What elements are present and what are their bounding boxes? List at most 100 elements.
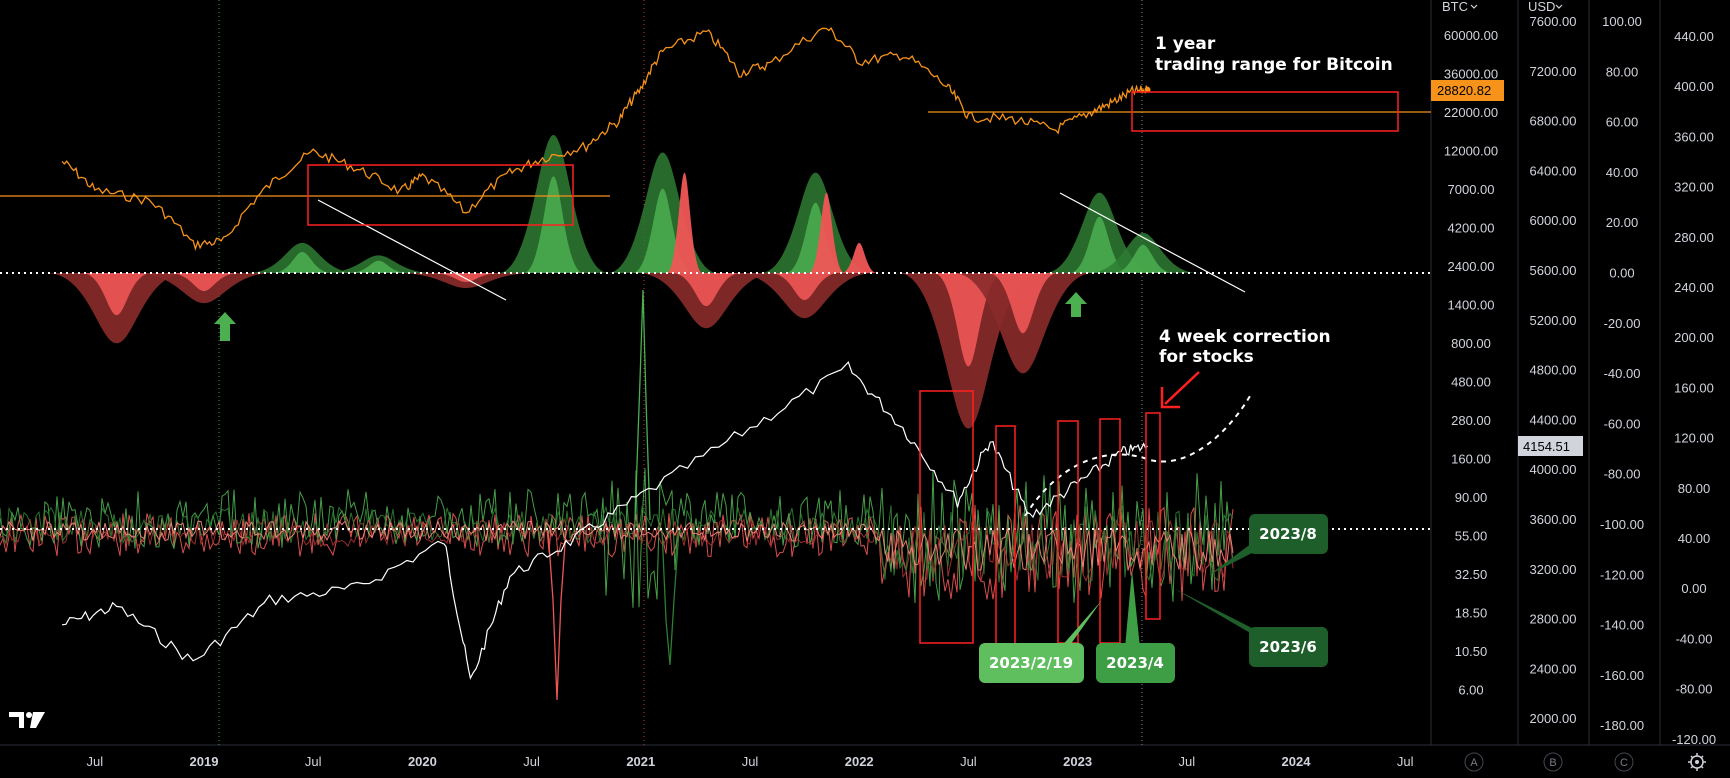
scale-tick-label: -60.00 bbox=[1604, 416, 1641, 431]
scale-tick-label: 6800.00 bbox=[1530, 114, 1577, 129]
scale-tick-label: 280.00 bbox=[1674, 230, 1714, 245]
btc-last-price-tag bbox=[1431, 80, 1504, 101]
time-axis: Jul 2019 Jul 2020 Jul 2021 Jul 2022 Jul 2023 Jul 20… bbox=[86, 754, 1413, 769]
time-axis-tick: Jul bbox=[742, 754, 759, 769]
green-up-arrow-icon bbox=[214, 312, 236, 341]
scale-tick-label: 240.00 bbox=[1674, 280, 1714, 295]
scale-tick-label: 20.00 bbox=[1606, 215, 1639, 230]
momentum-spike-down bbox=[661, 529, 680, 666]
annotation-stocks-line2: for stocks bbox=[1159, 347, 1254, 367]
momentum-line bbox=[0, 505, 1234, 584]
scale-button-b[interactable]: B bbox=[1543, 752, 1563, 772]
oscillator-green-area bbox=[272, 251, 333, 273]
scale-tick-label: 40.00 bbox=[1678, 531, 1711, 546]
time-axis-tick: Jul bbox=[1178, 754, 1195, 769]
secondary-oscillator-scale[interactable]: 440.00 400.00 360.00 320.00 280.00 240.00 200.… bbox=[1672, 29, 1716, 778]
scale-button-a[interactable]: A bbox=[1464, 752, 1484, 772]
scale-tick-label: 5200.00 bbox=[1530, 313, 1577, 328]
scale-tick-label: 440.00 bbox=[1674, 29, 1714, 44]
scale-tick-label: 2400.00 bbox=[1530, 661, 1577, 676]
momentum-line bbox=[0, 468, 1234, 608]
chevron-down-icon bbox=[1555, 4, 1563, 9]
oscillator-green-area bbox=[1113, 244, 1174, 273]
scale-tick-label: 160.00 bbox=[1451, 452, 1491, 467]
scale-tick-label: 7000.00 bbox=[1448, 182, 1495, 197]
scale-tick-label: -80.00 bbox=[1604, 467, 1641, 482]
correction-box-1 bbox=[919, 390, 974, 644]
scale-tick-label: 2800.00 bbox=[1530, 612, 1577, 627]
scale-tick-label: 60000.00 bbox=[1444, 28, 1498, 43]
spx-last-price-tag bbox=[1518, 436, 1583, 456]
scale-tick-label: 10.50 bbox=[1455, 644, 1488, 659]
scale-tick-label: -160.00 bbox=[1600, 668, 1644, 683]
btc-price-line bbox=[61, 26, 1149, 252]
btc-scale-header[interactable]: BTC bbox=[1442, 0, 1468, 14]
range-box-2019 bbox=[307, 164, 574, 226]
btc-last-price: 28820.82 bbox=[1437, 83, 1491, 98]
correction-box-5 bbox=[1145, 412, 1161, 620]
callout-2023-4: 2023/4 bbox=[1096, 570, 1175, 683]
scale-tick-label: 200.00 bbox=[1674, 330, 1714, 345]
scale-tick-label: 120.00 bbox=[1674, 431, 1714, 446]
settings-gear-icon[interactable] bbox=[1688, 753, 1706, 771]
scale-tick-label: -80.00 bbox=[1676, 682, 1713, 697]
green-up-arrow-icon bbox=[1065, 292, 1087, 317]
callout-label: 2023/6 bbox=[1259, 638, 1317, 656]
red-arrow-shaft bbox=[1164, 371, 1200, 405]
scale-tick-label: 0.00 bbox=[1609, 266, 1634, 281]
scale-tick-label: -180.00 bbox=[1600, 718, 1644, 733]
scale-tick-label: 3200.00 bbox=[1530, 562, 1577, 577]
scale-tick-label: 100.00 bbox=[1602, 14, 1642, 29]
red-arrow-icon bbox=[1160, 387, 1180, 409]
tradingview-logo-icon[interactable] bbox=[9, 712, 45, 728]
scale-tick-label: 4200.00 bbox=[1448, 221, 1495, 236]
scale-tick-label: 55.00 bbox=[1455, 529, 1488, 544]
scale-tick-label: 360.00 bbox=[1674, 129, 1714, 144]
scale-tick-label: 5600.00 bbox=[1530, 263, 1577, 278]
momentum-lines-layer bbox=[0, 289, 1234, 701]
svg-text:C: C bbox=[1620, 757, 1628, 769]
trendline-2019 bbox=[317, 199, 507, 301]
oscillator-scale[interactable]: 100.00 80.00 60.00 40.00 20.00 0.00 -20.00 -40.… bbox=[1600, 14, 1644, 733]
scale-tick-label: 4800.00 bbox=[1530, 363, 1577, 378]
usd-price-scale[interactable]: 7600.00 7200.00 6800.00 6400.00 6000.00 5600.… bbox=[1530, 14, 1577, 726]
scale-tick-label: 320.00 bbox=[1674, 180, 1714, 195]
scale-tick-label: 7600.00 bbox=[1530, 14, 1577, 29]
scale-tick-label: 60.00 bbox=[1606, 115, 1639, 130]
scale-tick-label: 800.00 bbox=[1451, 336, 1491, 351]
scale-tick-label: 2400.00 bbox=[1448, 259, 1495, 274]
scale-tick-label: -40.00 bbox=[1676, 631, 1713, 646]
scale-button-c[interactable]: C bbox=[1614, 752, 1634, 772]
oscillator-red-area bbox=[169, 273, 239, 292]
scale-tick-label: -20.00 bbox=[1604, 316, 1641, 331]
scale-tick-label: 90.00 bbox=[1455, 490, 1488, 505]
oscillator-red-spike bbox=[808, 192, 845, 273]
oscillator-red-area bbox=[671, 273, 742, 307]
callout-2023-8: 2023/8 bbox=[1209, 514, 1328, 575]
scale-tick-label: 32.50 bbox=[1455, 567, 1488, 582]
price-series-layer bbox=[61, 26, 1151, 680]
callout-label: 2023/4 bbox=[1106, 654, 1164, 672]
annotation-btc-range-line2: trading range for Bitcoin bbox=[1155, 55, 1393, 75]
momentum-spike-down bbox=[547, 529, 567, 701]
time-axis-tick: Jul bbox=[305, 754, 322, 769]
scale-tick-label: 6400.00 bbox=[1530, 163, 1577, 178]
scale-tick-label: 480.00 bbox=[1451, 375, 1491, 390]
range-box-2023 bbox=[1131, 91, 1399, 132]
oscillator-green-area bbox=[1069, 216, 1130, 273]
momentum-line bbox=[0, 519, 1234, 572]
annotation-stocks-line1: 4 week correction bbox=[1159, 327, 1331, 347]
scale-tick-label: 12000.00 bbox=[1444, 144, 1498, 159]
oscillator-layer bbox=[46, 134, 1199, 429]
scale-tick-label: 40.00 bbox=[1606, 165, 1639, 180]
scale-tick-label: 18.50 bbox=[1455, 606, 1488, 621]
scale-tick-label: 80.00 bbox=[1678, 481, 1711, 496]
time-axis-tick: 2021 bbox=[626, 754, 655, 769]
oscillator-red-area bbox=[81, 273, 152, 316]
btc-price-scale[interactable]: 60000.00 36000.00 22000.00 12000.00 7000.00 4… bbox=[1444, 28, 1498, 698]
oscillator-green-area bbox=[348, 260, 409, 273]
callout-2023-6: 2023/6 bbox=[1173, 588, 1328, 667]
scale-tick-label: -120.00 bbox=[1672, 732, 1716, 747]
usd-scale-header[interactable]: USD bbox=[1528, 0, 1555, 14]
